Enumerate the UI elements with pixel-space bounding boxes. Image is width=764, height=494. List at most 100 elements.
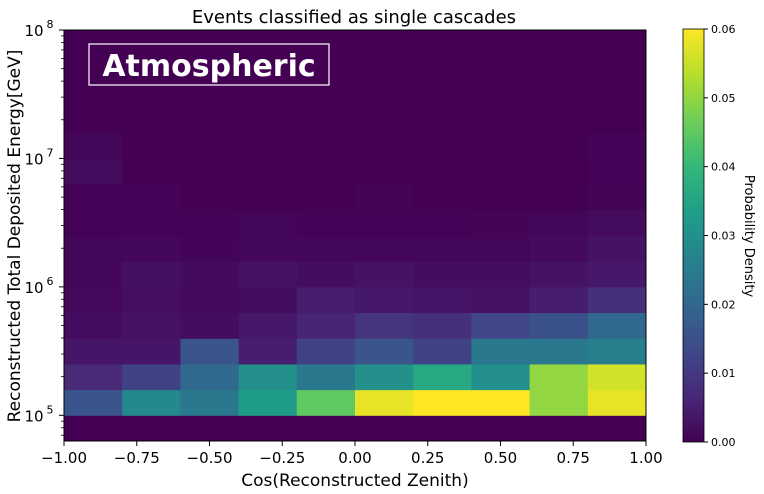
heatmap-cell [529, 107, 589, 134]
colorbar-tick-label: 0.06 [711, 23, 736, 36]
heatmap-cell [355, 209, 414, 236]
heatmap-cell [296, 338, 356, 365]
heatmap-cell [180, 338, 240, 365]
colorbar-tick-label: 0.05 [711, 92, 736, 105]
heatmap-cell [413, 312, 472, 339]
y-tick-exponent: 7 [47, 146, 54, 159]
heatmap-cell [529, 389, 589, 416]
heatmap-cell [355, 55, 414, 82]
heatmap-cell [529, 415, 589, 442]
x-tick-label: −1.00 [41, 449, 87, 467]
heatmap-cell [529, 286, 589, 314]
heatmap-cell [238, 107, 298, 134]
heatmap-cell [238, 415, 298, 442]
annotation-text: Atmospheric [102, 49, 315, 84]
heatmap-cell [355, 415, 414, 442]
heatmap-cell [122, 209, 181, 236]
heatmap-cell [355, 261, 414, 288]
heatmap-cell [238, 286, 298, 314]
heatmap-cell [64, 261, 123, 288]
heatmap-cell [355, 30, 414, 57]
heatmap-cell [122, 363, 181, 391]
heatmap-cell [355, 312, 414, 339]
heatmap-cell [64, 30, 123, 57]
heatmap-cell [122, 81, 181, 108]
heatmap-cell [64, 312, 123, 339]
heatmap-cell [122, 107, 181, 134]
heatmap-cell [529, 235, 589, 262]
heatmap-cell [122, 184, 181, 211]
heatmap-cell [587, 107, 647, 134]
heatmap-cell [355, 81, 414, 108]
heatmap-cell [355, 389, 414, 416]
y-tick-label: 10 [24, 407, 43, 425]
heatmap-cell [180, 132, 240, 159]
x-tick-label: −0.25 [259, 449, 305, 467]
heatmap-cell [413, 363, 472, 391]
heatmap-cell [413, 30, 472, 57]
heatmap-cell [471, 261, 531, 288]
heatmap-cell [296, 209, 356, 236]
heatmap-cell [413, 235, 472, 262]
heatmap-cell [587, 158, 647, 185]
heatmap-cell [355, 184, 414, 211]
colorbar [682, 28, 705, 443]
colorbar-tick-label: 0.02 [711, 298, 736, 311]
heatmap-cell [122, 55, 181, 82]
heatmap-cell [413, 158, 472, 185]
heatmap-cell [355, 338, 414, 365]
heatmap-cell [122, 389, 181, 416]
colorbar-axis: 0.00 0.01 0.02 0.03 0.04 0.05 0.06 [704, 23, 736, 449]
x-tick-label: 0.25 [411, 449, 444, 467]
heatmap-cell [413, 209, 472, 236]
heatmap-cell [296, 184, 356, 211]
heatmap-cell [180, 158, 240, 185]
heatmap-cell [587, 363, 647, 391]
chart-title: Events classified as single cascades [192, 7, 516, 28]
heatmap-cell [355, 286, 414, 314]
heatmap-cell [64, 338, 123, 365]
heatmap-cell [180, 389, 240, 416]
heatmap-cell [296, 55, 356, 82]
heatmap-cell [413, 132, 472, 159]
heatmap-cell [238, 132, 298, 159]
colorbar-tick-label: 0.03 [711, 230, 736, 243]
heatmap-cell [471, 235, 531, 262]
heatmap-cell [238, 55, 298, 82]
heatmap-cell [180, 363, 240, 391]
heatmap-cell [122, 235, 181, 262]
colorbar-tick-label: 0.00 [711, 436, 736, 449]
heatmap-cell [529, 363, 589, 391]
heatmap-cell [296, 235, 356, 262]
heatmap-cell [529, 132, 589, 159]
heatmap-cell [413, 286, 472, 314]
heatmap-cell [122, 30, 181, 57]
heatmap-cell [64, 81, 123, 108]
heatmap-cell [296, 158, 356, 185]
heatmap-cell [238, 363, 298, 391]
heatmap-cell [238, 338, 298, 365]
heatmap-cell [471, 158, 531, 185]
heatmap-cell [180, 286, 240, 314]
heatmap-cell [587, 184, 647, 211]
heatmap-cell [180, 415, 240, 442]
x-tick-label: 0.75 [557, 449, 590, 467]
heatmap-cell [587, 338, 647, 365]
heatmap-cell [413, 107, 472, 134]
heatmap-cell [471, 338, 531, 365]
annotation-box: Atmospheric [88, 43, 330, 86]
heatmap-cell [238, 261, 298, 288]
heatmap-cell [64, 389, 123, 416]
y-axis-label: Reconstructed Total Deposited Energy[GeV… [5, 50, 25, 423]
heatmap-cell [238, 184, 298, 211]
y-tick-exponent: 6 [47, 275, 54, 288]
heatmap-cell [180, 30, 240, 57]
heatmap-cell [296, 389, 356, 416]
heatmap-cell [180, 107, 240, 134]
heatmap-cell [529, 81, 589, 108]
heatmap-cell [64, 55, 123, 82]
heatmap-cell [64, 286, 123, 314]
heatmap-cell [587, 286, 647, 314]
heatmap-cell [355, 132, 414, 159]
heatmap-cell [180, 184, 240, 211]
